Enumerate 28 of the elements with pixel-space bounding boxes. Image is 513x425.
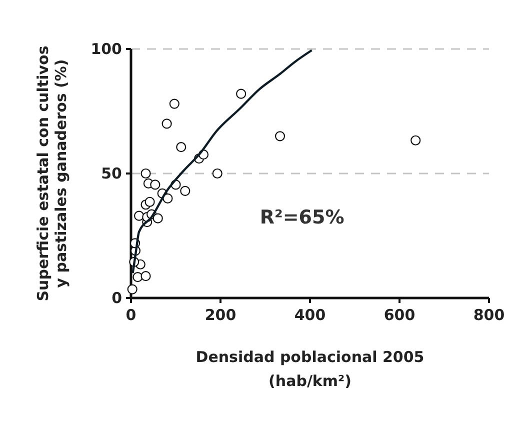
point <box>134 210 144 221</box>
x-tick-label: 400 <box>294 306 326 324</box>
point <box>212 168 222 179</box>
point <box>162 118 172 129</box>
point <box>236 88 246 99</box>
point <box>274 131 286 142</box>
point <box>169 98 180 109</box>
point <box>150 180 160 190</box>
point <box>152 213 163 224</box>
point <box>140 168 151 179</box>
point <box>144 196 155 207</box>
annotation: R²=65% <box>260 206 344 228</box>
point <box>180 186 190 196</box>
x-axis-title: Densidad poblacional 2005 (hab/km²) <box>196 348 424 390</box>
y-axis-title: Superficie estatal con cultivos y pastizales ganaderos (%) <box>34 46 70 302</box>
point <box>176 142 186 152</box>
point <box>162 193 173 204</box>
point <box>410 135 421 146</box>
y-tick-label: 0 <box>112 289 122 307</box>
x-tick-label: 800 <box>473 306 505 324</box>
point <box>132 272 143 282</box>
y-tick-label: 50 <box>101 164 122 182</box>
y-tick-label: 100 <box>90 40 122 58</box>
point <box>127 284 138 294</box>
point <box>140 271 151 282</box>
x-tick-label: 600 <box>384 306 416 324</box>
x-tick-label: 0 <box>126 306 136 324</box>
x-tick-label: 200 <box>204 306 236 324</box>
